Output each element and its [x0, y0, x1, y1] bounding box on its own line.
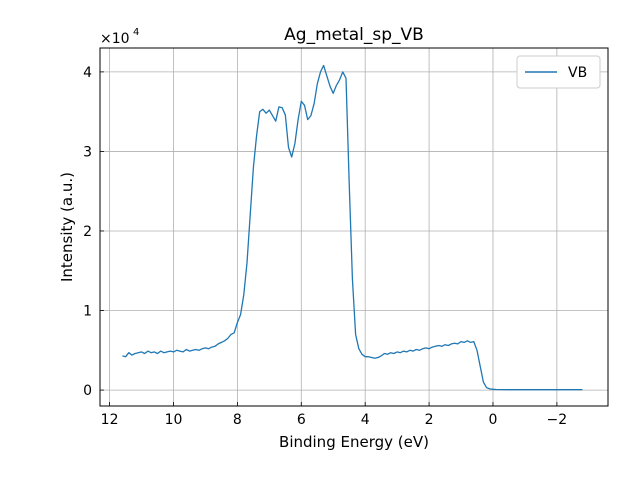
plot-frame	[99, 47, 609, 407]
y-scale-base: ×10	[100, 31, 130, 47]
series-line-vb	[122, 64, 583, 391]
series-layer	[122, 64, 583, 391]
x-tick-label: 10	[165, 412, 183, 428]
x-tick-label: 8	[233, 412, 242, 428]
chart-title: Ag_metal_sp_VB	[284, 25, 424, 45]
legend-label-vb: VB	[568, 65, 587, 81]
y-tick-label: 0	[83, 383, 92, 399]
x-tick-label: 0	[489, 412, 498, 428]
y-tick-label: 1	[83, 304, 92, 320]
y-tick-label: 2	[83, 224, 92, 240]
legend: VB	[516, 55, 601, 89]
x-tick-label: 2	[425, 412, 434, 428]
x-tick-label: −2	[547, 412, 568, 428]
x-tick-label: 6	[297, 412, 306, 428]
x-tick-label: 4	[361, 412, 370, 428]
y-axis-label: Intensity (a.u.)	[58, 172, 76, 282]
legend-box	[516, 55, 601, 89]
y-scale-exponent: 4	[133, 27, 139, 38]
x-axis-label: Binding Energy (eV)	[279, 433, 429, 451]
x-tick-label: 12	[101, 412, 119, 428]
y-scale-multiplier: ×10 4	[100, 27, 139, 47]
y-tick-label: 3	[83, 144, 92, 160]
plot-background	[100, 48, 608, 406]
y-tick-label: 4	[83, 65, 92, 81]
